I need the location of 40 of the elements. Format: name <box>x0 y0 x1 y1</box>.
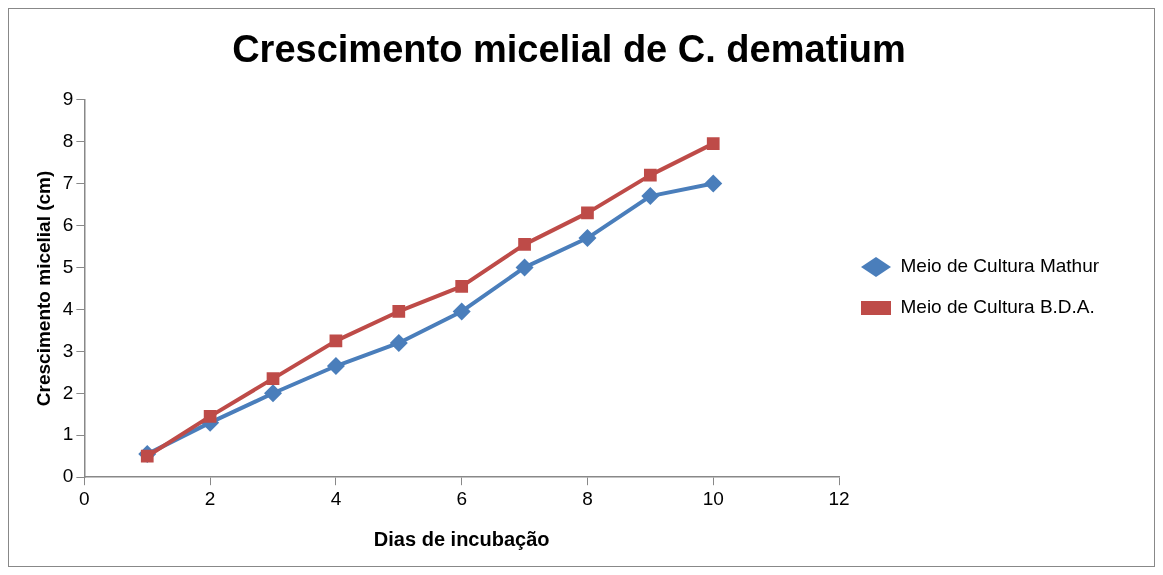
point <box>140 449 154 463</box>
x-tick-label: 8 <box>582 487 593 509</box>
point <box>578 229 597 248</box>
legend-label: Meio de Cultura Mathur <box>900 255 1100 277</box>
point <box>266 372 280 385</box>
point <box>389 333 408 352</box>
point <box>329 334 343 348</box>
chart-title: Crescimento micelial de C. dematium <box>232 28 906 71</box>
point <box>452 302 471 321</box>
x-tick-label: 4 <box>330 487 342 509</box>
y-tick-label: 1 <box>62 423 74 445</box>
x-tick-label: 12 <box>828 487 850 509</box>
point <box>706 137 720 151</box>
point <box>581 206 594 220</box>
point <box>455 279 469 293</box>
y-tick-label: 8 <box>62 129 74 151</box>
point <box>641 187 660 206</box>
point <box>203 410 217 423</box>
point <box>704 174 723 193</box>
x-tick-label: 6 <box>456 487 467 509</box>
y-tick-label: 7 <box>62 171 74 193</box>
legend-label: Meio de Cultura B.D.A. <box>900 296 1095 318</box>
y-tick-label: 3 <box>62 339 74 361</box>
y-tick-label: 5 <box>62 255 74 277</box>
point <box>264 384 283 403</box>
point <box>643 168 657 182</box>
point <box>392 305 406 318</box>
point <box>518 237 531 251</box>
y-tick-label: 0 <box>62 465 74 487</box>
y-tick-label: 2 <box>62 381 74 403</box>
point <box>515 258 534 277</box>
x-tick-label: 0 <box>79 487 90 509</box>
point <box>326 357 345 376</box>
y-axis-title: Crescimento micelial (cm) <box>32 170 54 407</box>
x-axis-title: Dias de incubação <box>373 527 550 550</box>
y-tick-label: 9 <box>62 87 74 109</box>
x-tick-label: 10 <box>702 487 724 509</box>
x-tick-label: 2 <box>204 487 216 509</box>
y-tick-label: 4 <box>62 297 74 319</box>
y-tick-label: 6 <box>62 213 74 235</box>
